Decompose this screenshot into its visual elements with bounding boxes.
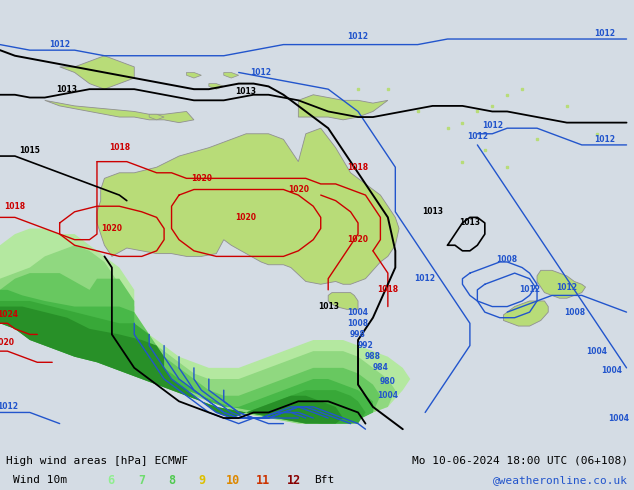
- Text: 1012: 1012: [250, 68, 271, 77]
- Text: 1020: 1020: [347, 235, 368, 244]
- Text: 8: 8: [168, 474, 176, 487]
- Polygon shape: [0, 307, 343, 423]
- Polygon shape: [45, 100, 194, 122]
- Text: High wind areas [hPa] ECMWF: High wind areas [hPa] ECMWF: [6, 456, 188, 466]
- Text: 1020: 1020: [191, 174, 212, 183]
- Text: 1012: 1012: [557, 283, 578, 292]
- Text: 1018: 1018: [4, 202, 25, 211]
- Text: 1012: 1012: [415, 274, 436, 283]
- Polygon shape: [224, 73, 238, 78]
- Text: 1020: 1020: [288, 185, 309, 194]
- Text: 1015: 1015: [20, 146, 41, 155]
- Text: 1008: 1008: [496, 255, 518, 264]
- Text: 998: 998: [350, 330, 366, 339]
- Polygon shape: [209, 84, 224, 89]
- Polygon shape: [149, 114, 164, 120]
- Text: 1012: 1012: [347, 32, 368, 41]
- Polygon shape: [0, 228, 410, 423]
- Polygon shape: [537, 270, 586, 298]
- Text: 11: 11: [256, 474, 270, 487]
- Polygon shape: [60, 56, 134, 89]
- Text: 1013: 1013: [236, 88, 257, 97]
- Text: 1004: 1004: [347, 308, 368, 317]
- Text: Bft: Bft: [314, 475, 334, 485]
- Text: 1018: 1018: [109, 143, 130, 152]
- Polygon shape: [97, 128, 399, 284]
- Polygon shape: [0, 273, 380, 423]
- Text: 12: 12: [287, 474, 301, 487]
- Text: 980: 980: [380, 377, 396, 386]
- Text: 1018: 1018: [347, 163, 368, 172]
- Polygon shape: [328, 293, 358, 309]
- Text: 1013: 1013: [318, 302, 339, 311]
- Text: Wind 10m: Wind 10m: [13, 475, 67, 485]
- Text: 1013: 1013: [460, 219, 481, 227]
- Text: 1012: 1012: [593, 135, 615, 144]
- Polygon shape: [503, 301, 548, 326]
- Text: 9: 9: [198, 474, 206, 487]
- Text: 6: 6: [107, 474, 115, 487]
- Text: 1008: 1008: [347, 319, 368, 328]
- Text: 1018: 1018: [377, 285, 398, 294]
- Polygon shape: [186, 73, 202, 78]
- Text: 1004: 1004: [377, 391, 398, 400]
- Text: 1012: 1012: [519, 285, 540, 294]
- Text: 992: 992: [358, 341, 373, 350]
- Text: 10: 10: [226, 474, 240, 487]
- Text: 1004: 1004: [609, 414, 630, 422]
- Text: 1013: 1013: [56, 85, 77, 94]
- Text: 988: 988: [365, 352, 381, 361]
- Text: 1012: 1012: [0, 402, 18, 412]
- Text: 1024: 1024: [0, 311, 18, 319]
- Text: 1012: 1012: [467, 132, 488, 141]
- Text: 1008: 1008: [564, 308, 585, 317]
- Text: 984: 984: [372, 364, 389, 372]
- Polygon shape: [0, 245, 396, 423]
- Polygon shape: [0, 301, 365, 423]
- Text: 1020: 1020: [0, 338, 14, 347]
- Text: 1012: 1012: [593, 29, 615, 38]
- Text: 1020: 1020: [236, 213, 257, 222]
- Polygon shape: [299, 95, 388, 120]
- Text: 1020: 1020: [101, 224, 122, 233]
- Text: @weatheronline.co.uk: @weatheronline.co.uk: [493, 475, 628, 485]
- Text: 1012: 1012: [49, 40, 70, 49]
- Text: 1013: 1013: [422, 207, 443, 216]
- Text: 7: 7: [138, 474, 145, 487]
- Text: 1004: 1004: [586, 346, 607, 356]
- Text: Mo 10-06-2024 18:00 UTC (06+108): Mo 10-06-2024 18:00 UTC (06+108): [411, 456, 628, 466]
- Text: 1004: 1004: [601, 366, 622, 375]
- Polygon shape: [0, 290, 373, 423]
- Text: 1012: 1012: [482, 121, 503, 130]
